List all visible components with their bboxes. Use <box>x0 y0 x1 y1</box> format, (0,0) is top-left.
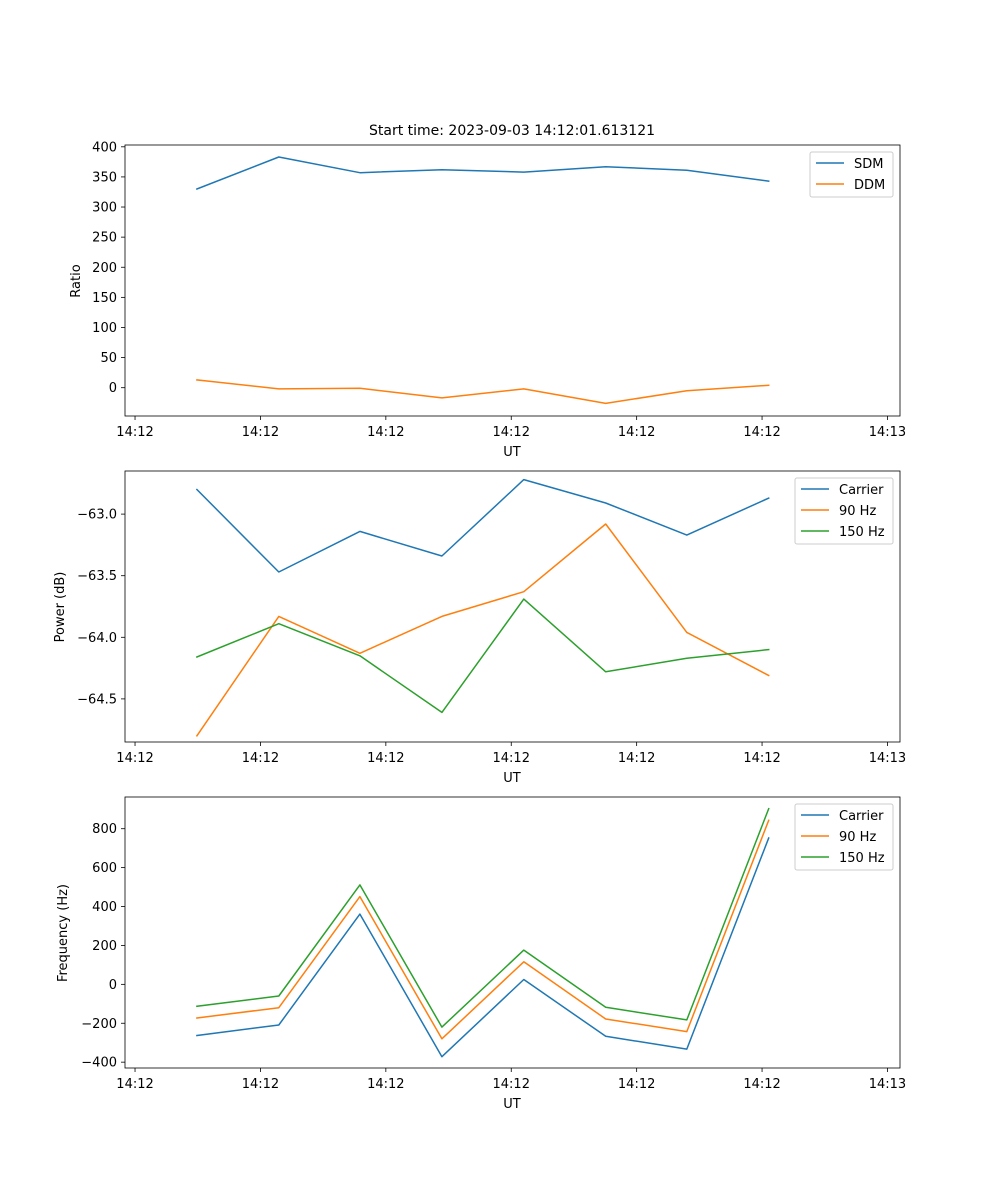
power-y-axis-label: Power (dB) <box>53 572 68 643</box>
ratio-x-tick-label: 14:12 <box>116 425 153 440</box>
ratio-y-tick-label: 200 <box>92 261 117 276</box>
ratio-y-tick-label: 300 <box>92 201 117 216</box>
ratio-legend-label-ddm: DDM <box>854 178 885 193</box>
power-series-carrier-line <box>195 478 770 573</box>
power-y-tick-label: −64.5 <box>77 692 117 707</box>
ratio-ticks: 14:12 14:12 14:12 14:12 14:12 14:12 14:13 0 50 10… <box>92 140 906 440</box>
ratio-series <box>195 156 770 405</box>
power-x-tick-label: 14:12 <box>242 751 279 766</box>
ratio-y-tick-label: 400 <box>92 140 117 155</box>
power-legend-label-carrier: Carrier <box>839 483 884 498</box>
frequency-series-150-hz-line <box>196 807 770 1028</box>
power-legend-label-150-hz: 150 Hz <box>839 525 885 540</box>
frequency-y-tick-label: −200 <box>81 1017 117 1032</box>
ratio-x-tick-label: 14:13 <box>869 425 906 440</box>
power-x-axis-label: UT <box>503 771 521 786</box>
frequency-y-tick-label: 800 <box>92 822 117 837</box>
frequency-y-tick-label: 600 <box>92 861 117 876</box>
power-legend-label-90-hz: 90 Hz <box>839 504 876 519</box>
ratio-x-tick-label: 14:12 <box>743 425 780 440</box>
frequency-x-tick-label: 14:12 <box>242 1077 279 1092</box>
ratio-legend: SDM DDM <box>809 151 894 198</box>
ratio-legend-label-sdm: SDM <box>854 157 883 172</box>
frequency-series-90-hz-line <box>196 819 770 1040</box>
ratio-y-tick-label: 50 <box>100 351 117 366</box>
ratio-x-tick-label: 14:12 <box>242 425 279 440</box>
frequency-legend-label-carrier: Carrier <box>839 809 884 824</box>
power-legend: Carrier 90 Hz 150 Hz <box>794 477 894 545</box>
ratio-y-tick-label: 0 <box>109 381 117 396</box>
frequency-series <box>196 807 770 1058</box>
power-x-tick-label: 14:13 <box>869 751 906 766</box>
power-y-tick-label: −64.0 <box>77 631 117 646</box>
frequency-legend-box <box>794 803 894 871</box>
ratio-y-tick-label: 250 <box>92 231 117 246</box>
ratio-chart: 14:12 14:12 14:12 14:12 14:12 14:12 14:13 0 50 10… <box>69 140 906 460</box>
frequency-ticks: 14:12 14:12 14:12 14:12 14:12 14:12 14:13 −400 −… <box>81 822 906 1092</box>
ratio-y-tick-label: 350 <box>92 170 117 185</box>
frequency-x-tick-label: 14:12 <box>116 1077 153 1092</box>
frequency-axes-frame <box>124 796 901 1069</box>
ratio-series-ddm-line <box>196 379 770 405</box>
ratio-y-tick-label: 100 <box>92 321 117 336</box>
ratio-x-tick-label: 14:12 <box>367 425 404 440</box>
ratio-x-tick-label: 14:12 <box>618 425 655 440</box>
frequency-y-tick-label: 0 <box>109 978 117 993</box>
power-x-tick-label: 14:12 <box>743 751 780 766</box>
frequency-chart: 14:12 14:12 14:12 14:12 14:12 14:12 14:13 −400 −… <box>56 796 906 1112</box>
figure-title: Start time: 2023-09-03 14:12:01.613121 <box>369 123 655 139</box>
ratio-y-axis-label: Ratio <box>69 264 84 297</box>
frequency-y-tick-label: −400 <box>81 1056 117 1071</box>
power-x-tick-label: 14:12 <box>493 751 530 766</box>
frequency-y-tick-label: 200 <box>92 939 117 954</box>
power-legend-box <box>794 477 894 545</box>
frequency-y-tick-label: 400 <box>92 900 117 915</box>
frequency-series-carrier-line <box>196 837 770 1058</box>
ratio-x-tick-label: 14:12 <box>493 425 530 440</box>
ratio-axes-frame <box>124 144 901 417</box>
power-series-90-hz-line <box>195 523 770 737</box>
frequency-x-tick-label: 14:12 <box>743 1077 780 1092</box>
ratio-series-sdm-line <box>195 156 770 190</box>
frequency-legend-label-90-hz: 90 Hz <box>839 830 876 845</box>
frequency-y-axis-label: Frequency (Hz) <box>56 884 71 982</box>
power-ticks: 14:12 14:12 14:12 14:12 14:12 14:12 14:13 −64.5… <box>77 508 906 766</box>
frequency-x-tick-label: 14:12 <box>493 1077 530 1092</box>
power-x-tick-label: 14:12 <box>116 751 153 766</box>
power-axes-frame <box>124 470 901 743</box>
frequency-x-tick-label: 14:12 <box>618 1077 655 1092</box>
power-y-tick-label: −63.0 <box>77 508 117 523</box>
frequency-legend: Carrier 90 Hz 150 Hz <box>794 803 894 871</box>
frequency-x-tick-label: 14:13 <box>869 1077 906 1092</box>
power-series <box>195 478 770 737</box>
frequency-x-axis-label: UT <box>503 1097 521 1112</box>
ratio-y-tick-label: 150 <box>92 291 117 306</box>
ratio-x-axis-label: UT <box>503 445 521 460</box>
frequency-legend-label-150-hz: 150 Hz <box>839 851 885 866</box>
power-x-tick-label: 14:12 <box>618 751 655 766</box>
power-y-tick-label: −63.5 <box>77 569 117 584</box>
power-chart: 14:12 14:12 14:12 14:12 14:12 14:12 14:13 −64.5… <box>53 470 906 786</box>
frequency-x-tick-label: 14:12 <box>367 1077 404 1092</box>
power-series-150-hz-line <box>195 598 770 714</box>
power-x-tick-label: 14:12 <box>367 751 404 766</box>
